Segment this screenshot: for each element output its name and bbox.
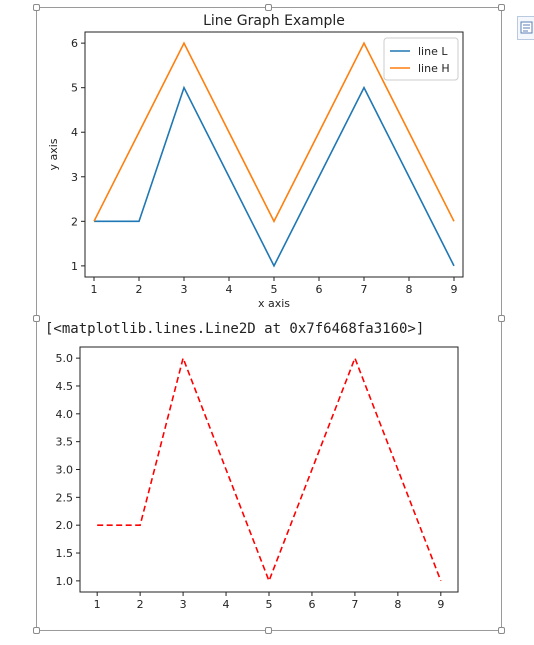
- resize-handle-top-right[interactable]: [498, 4, 505, 11]
- layout-options-icon[interactable]: [517, 16, 534, 40]
- resize-handle-middle-left[interactable]: [33, 315, 40, 322]
- resize-handle-top-middle[interactable]: [265, 4, 272, 11]
- resize-handle-middle-right[interactable]: [498, 315, 505, 322]
- resize-handle-bottom-left[interactable]: [33, 627, 40, 634]
- resize-handle-bottom-right[interactable]: [498, 627, 505, 634]
- cell-output-text: [<matplotlib.lines.Line2D at 0x7f6468fa3…: [45, 321, 425, 337]
- image-selection-frame[interactable]: [36, 7, 502, 631]
- resize-handle-bottom-middle[interactable]: [265, 627, 272, 634]
- resize-handle-top-left[interactable]: [33, 4, 40, 11]
